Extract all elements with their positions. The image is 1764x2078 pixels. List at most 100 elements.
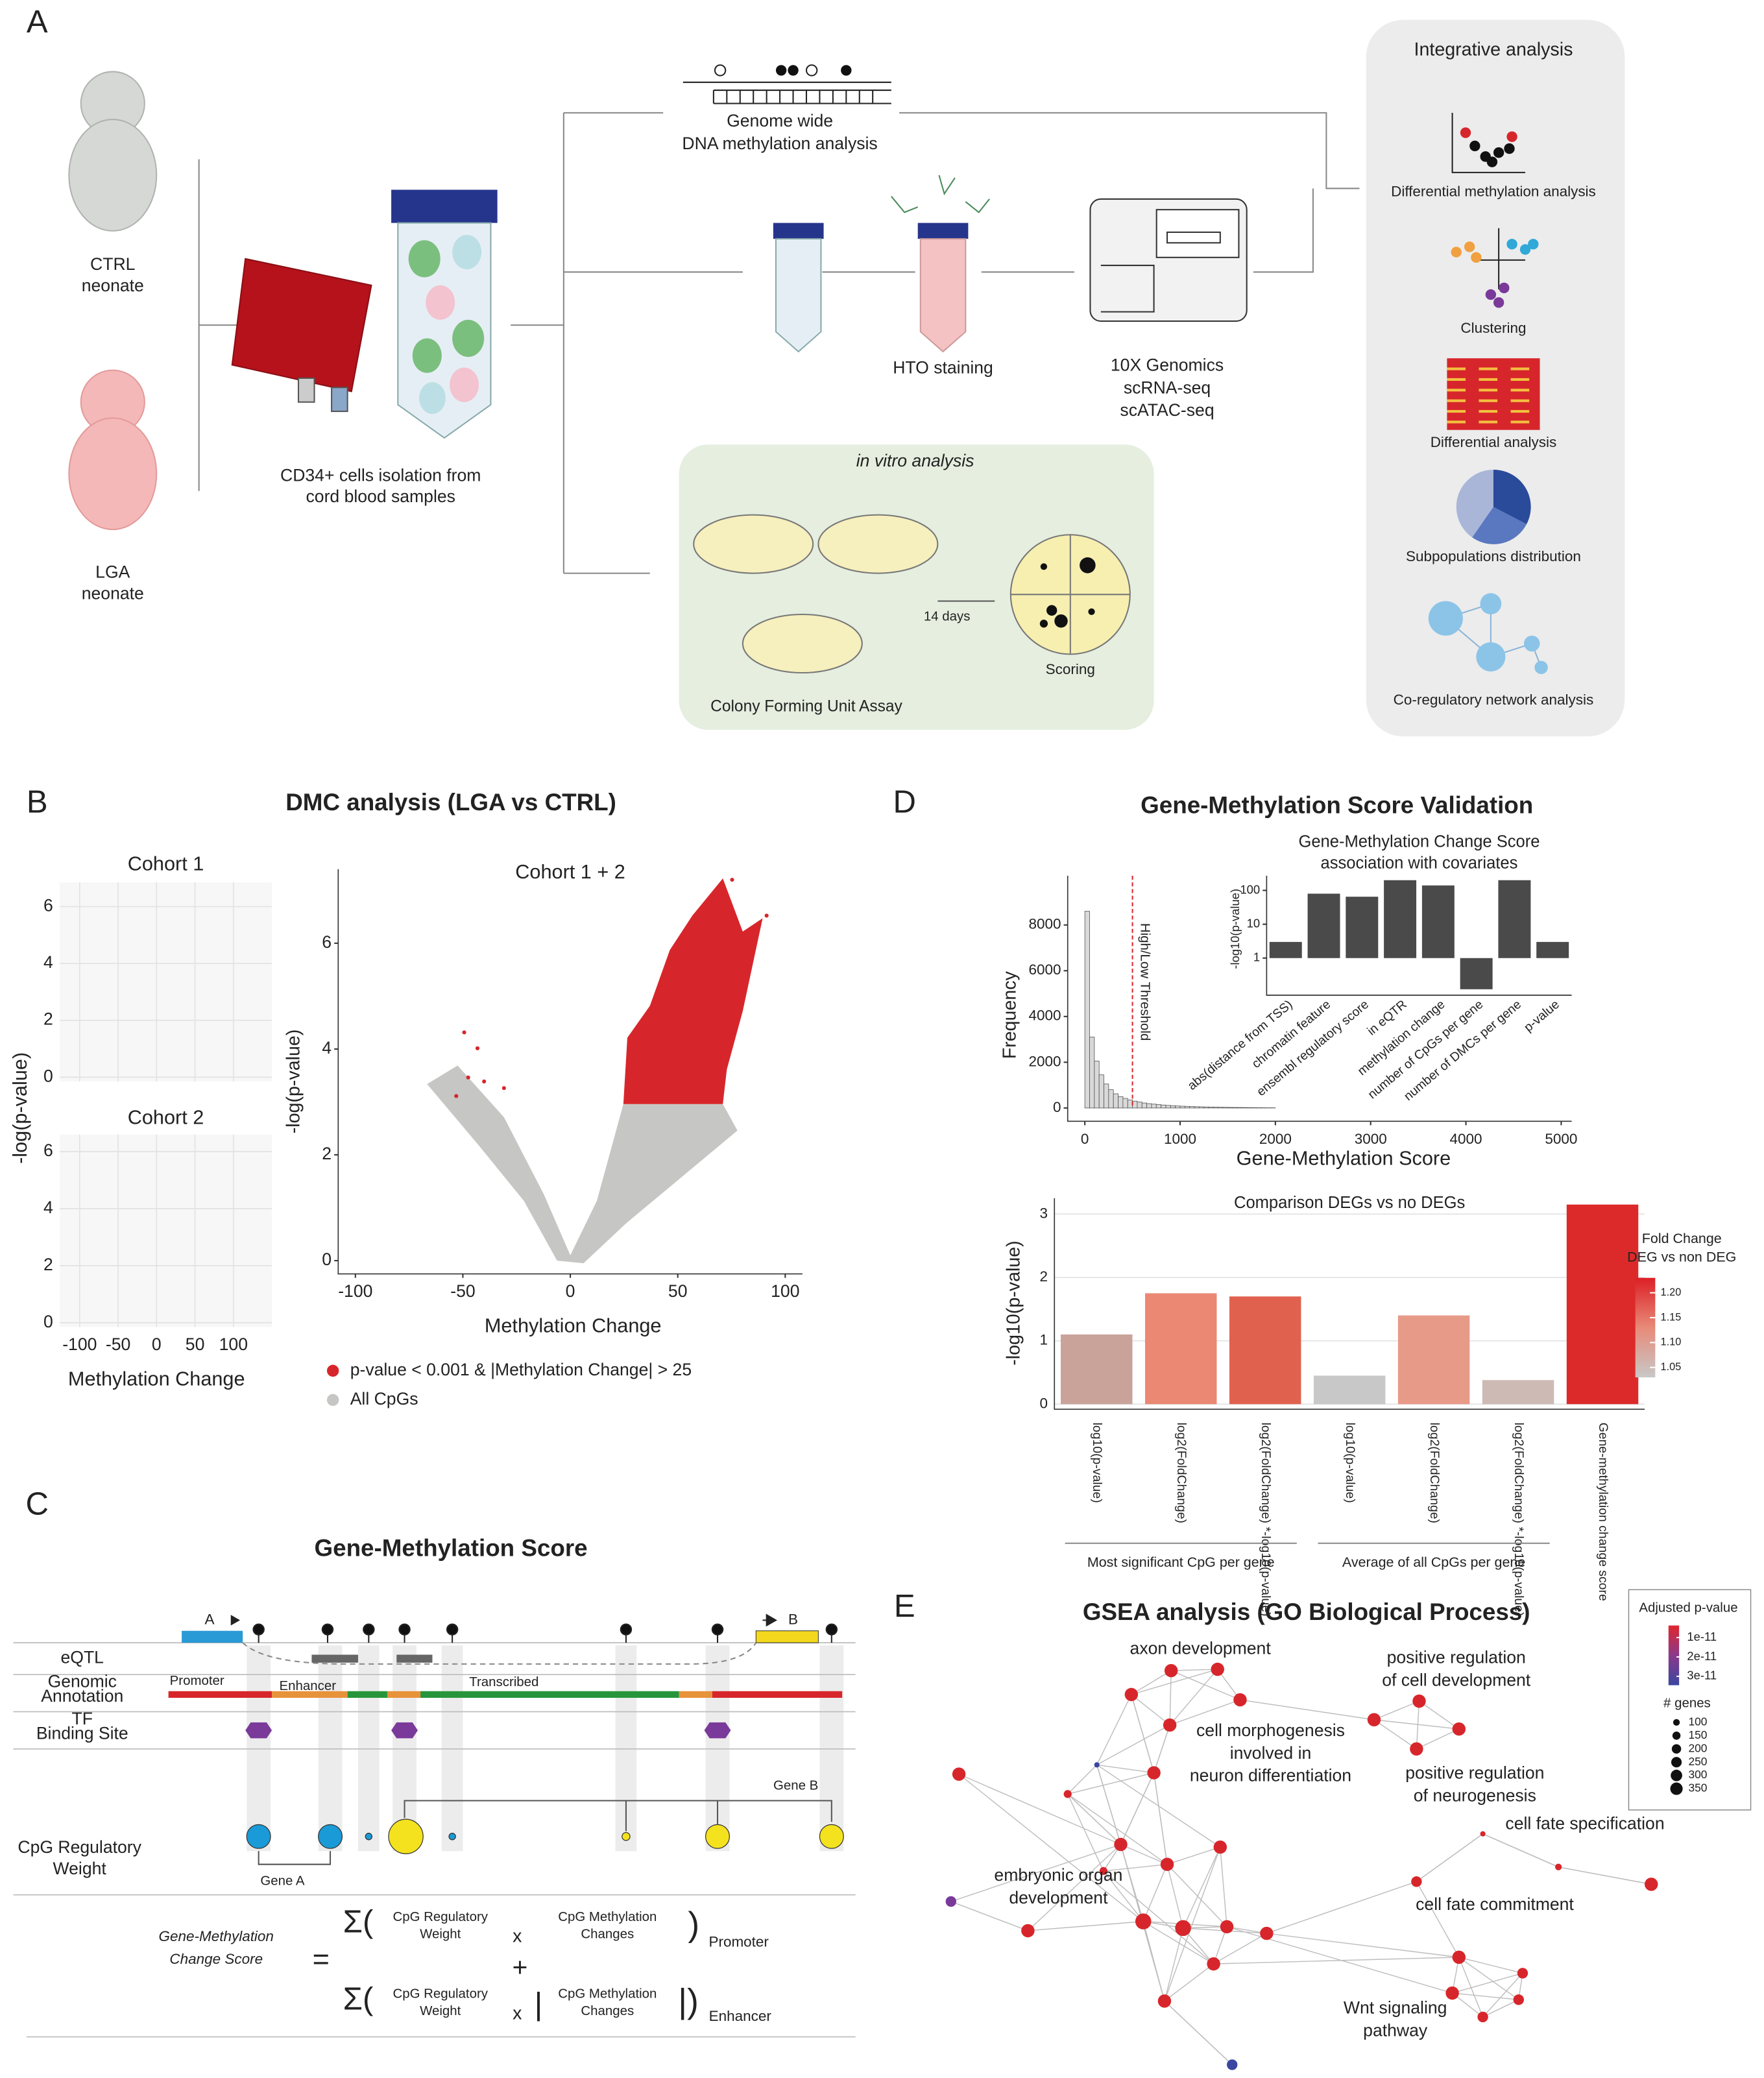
y-tick-label: 0 xyxy=(1053,1099,1061,1115)
network-node xyxy=(1063,1790,1072,1798)
y-axis-label: Frequency xyxy=(999,971,1020,1059)
network-edge xyxy=(1166,1846,1221,1865)
label: CpG Methylation xyxy=(558,1909,657,1924)
network-edge xyxy=(1166,1864,1184,1929)
label: Colony Forming Unit Assay xyxy=(710,698,902,716)
label: neonate xyxy=(82,583,144,603)
network-edge xyxy=(1096,1694,1132,1765)
y-tick-label: 6 xyxy=(322,932,332,952)
panel-label: D xyxy=(893,784,916,819)
network-node xyxy=(1477,2011,1488,2023)
x-tick-label: 1000 xyxy=(1164,1131,1196,1147)
bar xyxy=(1566,1204,1639,1405)
network-node xyxy=(1157,1994,1172,2008)
network-edge xyxy=(1458,1957,1484,2018)
histogram-bar xyxy=(1098,1074,1104,1109)
network-edge xyxy=(1373,1719,1417,1750)
y-tick-label: 4 xyxy=(43,1198,53,1217)
colorbar-label: 1.10 xyxy=(1661,1336,1682,1348)
network-node xyxy=(1160,1857,1174,1871)
label: |) xyxy=(678,1983,699,2021)
size-label: 250 xyxy=(1688,1755,1707,1768)
bar xyxy=(1144,1293,1217,1405)
y-axis-label: -log(p-value) xyxy=(283,1030,304,1134)
network-edge xyxy=(1170,1670,1240,1700)
y-tick-label: 4 xyxy=(43,952,53,972)
y-tick-label: 2 xyxy=(1040,1268,1048,1285)
label: + xyxy=(512,1952,527,1982)
colorbar-label: 1.15 xyxy=(1661,1311,1682,1323)
y-tick-label: 8000 xyxy=(1028,916,1061,932)
label: Changes xyxy=(581,1927,634,1942)
histogram-bar xyxy=(1179,1105,1185,1109)
size-key xyxy=(1671,1769,1682,1782)
label: of neurogenesis xyxy=(1414,1785,1536,1805)
network-edge xyxy=(1266,1933,1459,1958)
y-tick-label: 2 xyxy=(322,1144,332,1163)
y-tick-label: 4000 xyxy=(1028,1008,1061,1024)
label: Σ( xyxy=(343,1905,374,1940)
histogram-bar xyxy=(1122,1098,1128,1109)
label: Weight xyxy=(420,1927,461,1942)
colorbar xyxy=(1668,1625,1680,1685)
label: B xyxy=(788,1611,798,1627)
label: Methylation Change xyxy=(68,1368,245,1390)
panel-label: C xyxy=(26,1486,49,1521)
network-edge xyxy=(1067,1793,1104,1872)
x-tick-label: -100 xyxy=(62,1335,97,1354)
histogram-bar xyxy=(1113,1093,1118,1109)
label: Integrative analysis xyxy=(1414,39,1573,60)
network-edge xyxy=(1131,1694,1170,1726)
label: DEG vs non DEG xyxy=(1627,1250,1736,1265)
network-edge xyxy=(1096,1724,1170,1765)
histogram-bar xyxy=(1184,1105,1190,1109)
network-node xyxy=(1367,1713,1381,1726)
colorbar-label: 1e-11 xyxy=(1687,1630,1717,1643)
network-edge xyxy=(1067,1764,1098,1794)
label: positive regulation xyxy=(1405,1763,1544,1783)
network-edge xyxy=(1166,1864,1227,1927)
label: pathway xyxy=(1363,2020,1428,2040)
network-node xyxy=(1207,1957,1220,1971)
histogram-bar xyxy=(1151,1104,1157,1109)
label: Differential methylation analysis xyxy=(1391,184,1596,200)
colorbar-label: 1.20 xyxy=(1661,1287,1682,1298)
label: | xyxy=(535,1987,543,2022)
histogram-bar xyxy=(1175,1105,1181,1109)
label: GSEA analysis (GO Biological Process) xyxy=(1083,1599,1530,1625)
histogram-bar xyxy=(1232,1107,1238,1109)
network-edge xyxy=(1103,1863,1168,1872)
network-edge xyxy=(1419,1700,1460,1730)
bar xyxy=(1536,941,1569,958)
label: development xyxy=(1009,1888,1108,1907)
network-node xyxy=(1099,1867,1108,1876)
network-node xyxy=(1513,1994,1524,2005)
axis-line xyxy=(1266,875,1572,996)
histogram-bar xyxy=(1108,1089,1114,1109)
plot-frame xyxy=(59,882,272,1081)
x-tick-label: -100 xyxy=(338,1281,372,1301)
label: involved in xyxy=(1230,1743,1312,1763)
network-edge xyxy=(1067,1793,1168,1865)
network-node xyxy=(1220,1920,1234,1934)
network-node xyxy=(1227,2059,1238,2070)
bar xyxy=(1229,1296,1301,1405)
size-key xyxy=(1673,1719,1680,1726)
label: Transcribed xyxy=(469,1674,538,1689)
network-edge xyxy=(1169,1699,1240,1726)
network-edge xyxy=(1458,1957,1523,1974)
chart-title: Gene-Methylation Change Score xyxy=(1298,833,1540,851)
network-edge xyxy=(1096,1764,1154,1774)
label: embryonic organ xyxy=(994,1865,1122,1885)
bar xyxy=(1313,1375,1386,1405)
y-tick-label: 6 xyxy=(43,1141,53,1160)
panel-label: E xyxy=(894,1589,915,1624)
network-edge xyxy=(1164,1963,1214,2001)
label: A xyxy=(205,1611,215,1627)
network-node xyxy=(1211,1662,1224,1676)
network-edge xyxy=(1416,1728,1460,1750)
chart-title: Cohort 1 + 2 xyxy=(515,861,625,883)
label: Differential analysis xyxy=(1431,434,1557,450)
y-tick-label: 0 xyxy=(322,1250,332,1269)
x-tick-label: 5000 xyxy=(1545,1131,1577,1147)
